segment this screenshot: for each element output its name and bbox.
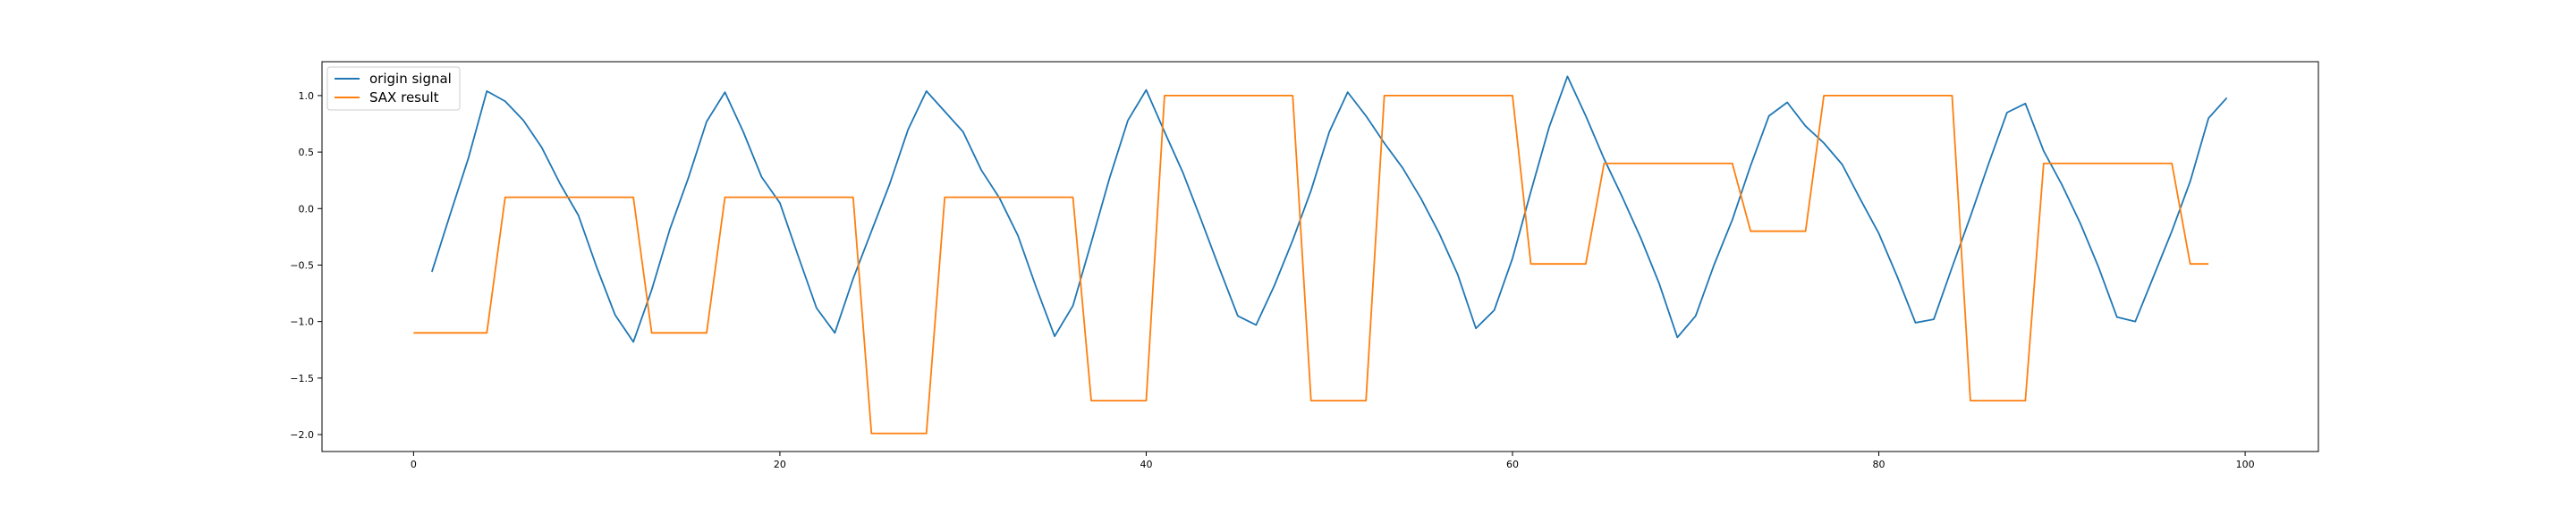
y-tick-label: −2.0 <box>290 429 314 441</box>
axes-background <box>322 62 2318 452</box>
legend-label-sax-result: SAX result <box>369 89 439 106</box>
y-tick-label: 0.0 <box>299 203 315 215</box>
y-tick-label: −1.5 <box>290 373 314 384</box>
ticks-layer: 0 20 40 60 80 100 −2.0 −1.5 −1.0 −0.5 0.0 0.5 1.0 <box>290 90 2254 470</box>
series-line-origin-signal <box>431 75 2228 343</box>
legend-box <box>326 66 461 111</box>
x-tick-label: 20 <box>774 459 786 470</box>
axes-frame <box>321 61 2319 452</box>
y-tick-label: −1.0 <box>290 317 314 328</box>
series-line-sax-result <box>413 95 2209 435</box>
y-tick-label: 0.5 <box>299 147 315 158</box>
x-tick-label: 100 <box>2236 459 2255 470</box>
y-tick-label: 1.0 <box>299 90 315 102</box>
x-tick-label: 80 <box>1873 459 1885 470</box>
x-tick-label: 60 <box>1506 459 1519 470</box>
plot-area <box>322 62 2318 452</box>
legend: origin signal SAX result <box>326 66 461 111</box>
x-tick-label: 40 <box>1140 459 1152 470</box>
legend-label-origin-signal: origin signal <box>369 71 452 87</box>
series-layer <box>413 75 2228 435</box>
y-tick-label: −0.5 <box>290 259 314 271</box>
x-tick-label: 0 <box>411 459 417 470</box>
